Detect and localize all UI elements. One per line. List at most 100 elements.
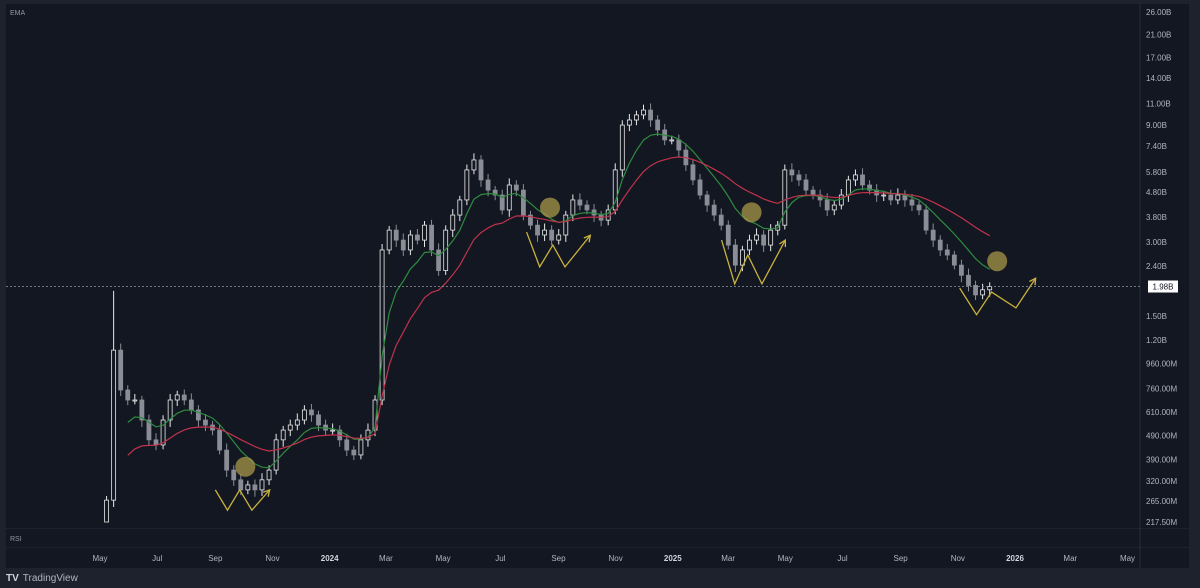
price-tick-label: 265.00M <box>1146 497 1177 506</box>
candle-body <box>485 179 491 191</box>
candle-body <box>478 159 484 181</box>
candles <box>104 103 993 523</box>
annotation-circle <box>540 197 560 218</box>
candle-body <box>379 249 385 401</box>
candle-body <box>937 239 943 251</box>
candle-body <box>252 484 258 491</box>
price-tick-label: 17.00B <box>1146 53 1171 62</box>
time-tick-label: Mar <box>721 554 735 563</box>
candle-body <box>450 214 456 231</box>
candle-body <box>740 249 745 266</box>
main-pane <box>6 4 1189 528</box>
candle-body <box>167 399 173 421</box>
price-tick-label: 217.50M <box>1146 518 1177 527</box>
price-tick-label: 26.00B <box>1146 8 1171 17</box>
time-tick-label: May <box>778 554 793 563</box>
candle-body <box>831 204 837 211</box>
price-tick-label: 5.80B <box>1146 168 1167 177</box>
candle-body <box>181 394 187 401</box>
candle-body <box>111 349 117 501</box>
candle-body <box>146 419 152 441</box>
time-tick-label: 2025 <box>664 554 682 563</box>
candle-body <box>429 224 434 251</box>
candle-body <box>930 229 936 241</box>
price-tick-label: 390.00M <box>1146 456 1177 465</box>
candle-body <box>951 254 957 266</box>
price-tick-label: 2.40B <box>1146 262 1167 271</box>
candle-body <box>217 429 223 451</box>
candle-body <box>754 234 759 241</box>
candle-body <box>881 194 887 197</box>
annotation-circle <box>741 202 762 223</box>
candle-body <box>634 114 639 121</box>
candle-body <box>761 234 767 246</box>
price-tick-label: 3.80B <box>1146 213 1167 222</box>
price-tick-label: 4.80B <box>1146 188 1167 197</box>
price-tick-label: 760.00M <box>1146 385 1177 394</box>
candle-body <box>238 479 244 491</box>
price-tick-label: 9.00B <box>1146 121 1167 130</box>
candle-body <box>542 229 547 236</box>
candle-body <box>273 439 279 471</box>
candle-body <box>718 214 724 226</box>
candle-body <box>330 429 336 432</box>
candle-body <box>301 409 307 421</box>
candle-body <box>386 229 392 251</box>
candle-body <box>747 239 752 251</box>
candle-body <box>626 119 632 126</box>
candle-body <box>520 189 526 216</box>
candle-body <box>400 239 406 251</box>
candle-body <box>704 194 710 206</box>
price-tick-label: 610.00M <box>1146 408 1177 417</box>
candle-body <box>443 229 449 271</box>
footer: TV TradingView <box>0 568 1200 588</box>
candle-body <box>732 244 738 266</box>
candle-body <box>344 439 350 451</box>
candle-body <box>492 189 498 196</box>
time-axis[interactable] <box>6 548 1189 568</box>
candle-body <box>641 109 646 116</box>
last-price: 1.98B <box>6 280 1178 293</box>
candle-body <box>980 289 986 296</box>
candle-body <box>415 234 420 241</box>
price-tick-label: 960.00M <box>1146 360 1177 369</box>
price-tick-label: 14.00B <box>1146 74 1171 83</box>
candle-body <box>966 274 971 286</box>
candle-body <box>259 479 265 491</box>
candle-body <box>160 419 166 446</box>
candle-body <box>358 439 364 456</box>
time-tick-label: Sep <box>894 554 909 563</box>
candle-body <box>499 194 505 211</box>
time-tick-label: Mar <box>1063 554 1077 563</box>
rsi-label: RSI <box>10 536 22 543</box>
candle-body <box>676 139 682 151</box>
annotation-circle <box>987 251 1008 272</box>
price-tick-label: 21.00B <box>1146 31 1171 40</box>
w-pattern-line <box>720 239 786 286</box>
candle-body <box>563 214 569 236</box>
candle-body <box>245 484 251 491</box>
time-axis-labels: May Jul Sep Nov 2024 Mar May Jul Sep Nov 2025 Mar Ma… <box>92 554 1135 563</box>
arrow-head-icon <box>262 488 271 497</box>
candle-body <box>436 249 442 271</box>
w-pattern-line <box>214 488 271 512</box>
candle-body <box>810 189 816 196</box>
candle-body <box>513 184 519 191</box>
candle-body <box>577 199 583 206</box>
price-chart[interactable]: EMA RSI 26.00B 21.00B 17.00B 14.00B 11.00B 9.… <box>0 0 1200 568</box>
price-tick-label: 320.00M <box>1146 477 1177 486</box>
candle-body <box>690 164 696 181</box>
time-tick-label: Nov <box>951 554 965 563</box>
arrow-head-icon <box>583 234 592 243</box>
price-axis[interactable]: 26.00B 21.00B 17.00B 14.00B 11.00B 9.00B 7.40B… <box>1146 8 1177 527</box>
time-tick-label: Mar <box>379 554 393 563</box>
candle-body <box>506 184 512 211</box>
time-tick-label: Jul <box>152 554 162 563</box>
w-pattern-line <box>525 231 591 269</box>
w-pattern-line <box>959 277 1037 316</box>
price-tick-label: 1.20B <box>1146 336 1167 345</box>
time-tick-label: Nov <box>265 554 279 563</box>
candle-body <box>860 174 865 186</box>
time-tick-label: May <box>1120 554 1135 563</box>
candle-body <box>697 179 703 196</box>
